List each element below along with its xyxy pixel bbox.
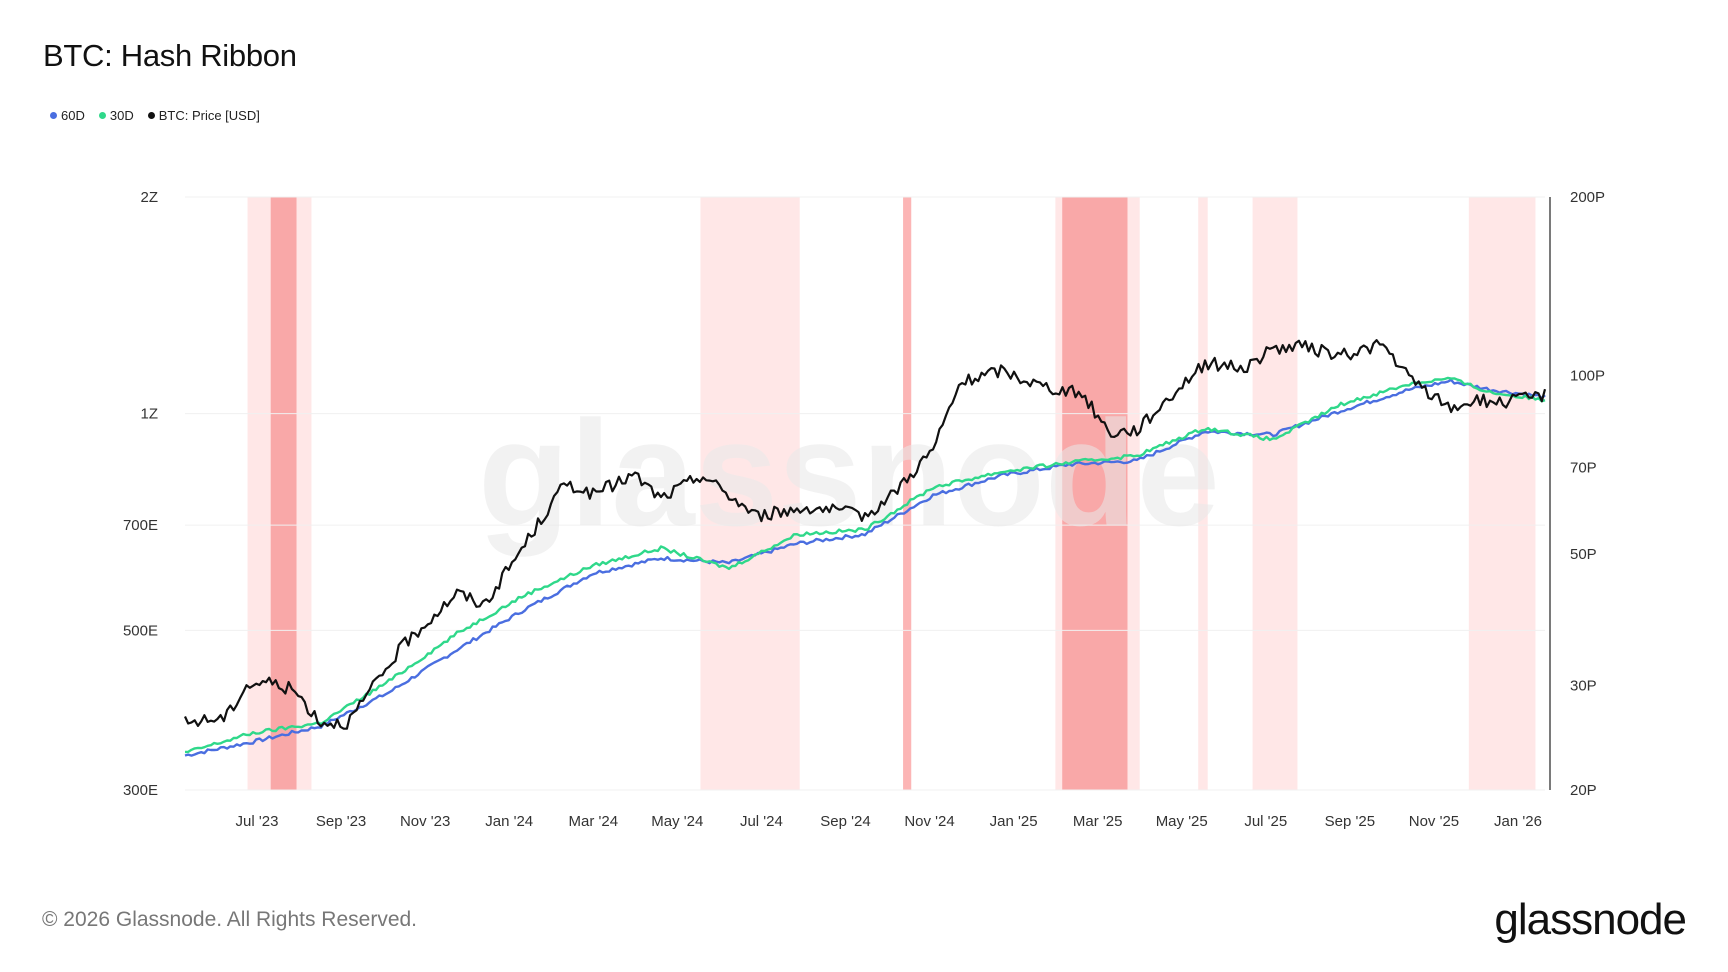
chart-legend: 60D 30D BTC: Price [USD] xyxy=(50,108,260,123)
x-axis: Jul '23 Sep '23 Nov '23 Jan '24 Mar '24 May '… xyxy=(236,813,1542,830)
dot-icon xyxy=(98,112,106,119)
x-tick-label: Jul '25 xyxy=(1244,813,1287,830)
x-tick-label: Jan '25 xyxy=(990,813,1038,830)
series-lines xyxy=(183,339,1547,757)
legend-label: 60D xyxy=(61,108,85,123)
x-tick-label: Jul '24 xyxy=(740,813,783,830)
y-left-tick-label: 300E xyxy=(123,782,158,799)
y-left-tick-label: 1Z xyxy=(140,406,158,423)
capitulation-band xyxy=(296,197,312,790)
grid-lines xyxy=(185,196,1545,791)
series-line-btc-price-usd[interactable] xyxy=(183,339,1547,730)
x-tick-label: Jan '26 xyxy=(1494,813,1542,830)
capitulation-band xyxy=(247,197,271,790)
y-axis-right: 200P 100P 70P 50P 30P 20P xyxy=(1570,189,1605,799)
legend-item-30d[interactable]: 30D xyxy=(98,108,134,123)
y-right-tick-label: 70P xyxy=(1570,459,1597,476)
glassnode-logo[interactable]: glassnode xyxy=(1494,895,1687,944)
x-tick-label: Nov '24 xyxy=(904,813,954,830)
capitulation-band xyxy=(1062,197,1128,790)
y-right-tick-label: 30P xyxy=(1570,678,1597,695)
x-tick-label: Sep '25 xyxy=(1325,813,1375,830)
y-left-tick-label: 500E xyxy=(123,622,158,639)
y-right-tick-label: 20P xyxy=(1570,782,1597,799)
x-tick-label: Nov '23 xyxy=(400,813,450,830)
x-tick-label: Jan '24 xyxy=(485,813,533,830)
series-line-30d[interactable] xyxy=(185,376,1546,754)
dot-icon xyxy=(147,112,155,119)
series-line-60d[interactable] xyxy=(184,378,1546,757)
x-tick-label: Mar '24 xyxy=(568,813,618,830)
watermark-text: glassnode xyxy=(478,389,1220,557)
y-right-tick-label: 200P xyxy=(1570,189,1605,206)
legend-label: 30D xyxy=(109,108,134,123)
x-tick-label: Sep '24 xyxy=(820,813,870,830)
copyright-text: © 2026 Glassnode. All Rights Reserved. xyxy=(42,908,418,931)
y-left-tick-label: 700E xyxy=(123,517,158,534)
x-tick-label: Sep '23 xyxy=(316,813,366,830)
x-tick-label: Nov '25 xyxy=(1409,813,1459,830)
chart-title: BTC: Hash Ribbon xyxy=(43,38,297,73)
y-right-tick-label: 100P xyxy=(1570,368,1605,385)
capitulation-band xyxy=(700,197,800,790)
y-axis-left: 2Z 1Z 700E 500E 300E xyxy=(123,189,158,799)
x-tick-label: Jul '23 xyxy=(236,813,279,830)
capitulation-band xyxy=(1055,197,1063,790)
capitulation-band xyxy=(270,197,297,790)
dot-icon xyxy=(50,112,57,119)
x-tick-label: Mar '25 xyxy=(1073,813,1123,830)
capitulation-band xyxy=(903,197,912,790)
legend-item-price[interactable]: BTC: Price [USD] xyxy=(147,108,260,123)
x-tick-label: May '25 xyxy=(1156,813,1208,830)
capitulation-band xyxy=(1127,197,1140,790)
y-right-tick-label: 50P xyxy=(1570,546,1597,563)
capitulation-band xyxy=(1252,197,1298,790)
y-left-tick-label: 2Z xyxy=(140,189,158,206)
capitulation-band xyxy=(1198,197,1208,790)
capitulation-band xyxy=(1468,197,1536,790)
legend-label: BTC: Price [USD] xyxy=(158,108,260,123)
legend-item-60d[interactable]: 60D xyxy=(50,108,85,123)
x-tick-label: May '24 xyxy=(651,813,703,830)
